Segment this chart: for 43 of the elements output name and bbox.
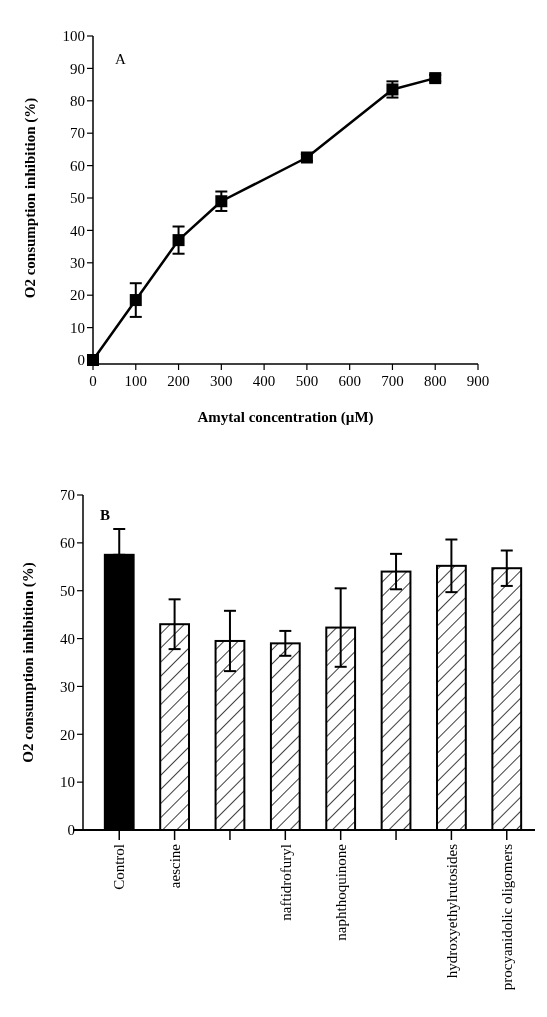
x-tick-label: 700 (381, 373, 404, 389)
y-tick-label: 100 (62, 28, 85, 45)
point (215, 195, 228, 208)
x-tick-label: hydroxyethylrutosides (443, 843, 460, 979)
x-tick-label: naftidrofuryl (277, 844, 294, 921)
y-tick-label: 40 (70, 222, 85, 239)
x-tick-label: Control (111, 844, 128, 890)
x-tick-label: 900 (466, 373, 490, 389)
y-tick-label: 0 (77, 352, 85, 369)
x-tick-label: 200 (167, 373, 190, 389)
y-tick-label: 10 (60, 774, 75, 791)
x-tick-label: 800 (423, 373, 447, 389)
point (129, 294, 142, 307)
point (172, 234, 185, 247)
x-tick-label: 600 (338, 373, 361, 389)
annotation: B (100, 507, 111, 523)
y-tick-label: 60 (70, 157, 85, 174)
y-tick-label: 60 (60, 535, 75, 552)
annotation: A (115, 51, 126, 67)
y-tick-label: 70 (60, 487, 75, 504)
y-tick-label: 30 (70, 255, 85, 272)
y-tick-label: 80 (70, 93, 85, 110)
y-tick-label: 70 (70, 125, 85, 142)
y-tick-label: 20 (60, 726, 75, 743)
y-tick-label: 50 (60, 582, 75, 599)
x-tick-label: 0 (89, 373, 97, 389)
x-tick-label: 100 (124, 373, 148, 389)
x-tick-label: aescine (166, 843, 183, 889)
y-axis-title: O2 consumption inhibition (%) (22, 97, 39, 299)
x-axis-title: Amytal concentration (µM) (197, 409, 374, 426)
y-tick-label: 30 (60, 678, 75, 695)
x-tick-label: 500 (295, 373, 319, 389)
x-tick-label: procyanidolic oligomers (499, 843, 516, 991)
y-tick-label: 90 (70, 60, 85, 77)
y-tick-label: 50 (70, 190, 85, 207)
x-tick-label: 300 (210, 373, 233, 389)
point (87, 354, 99, 366)
y-axis-title: O2 consumption inhibition (%) (20, 562, 37, 763)
x-tick-label: 400 (252, 373, 276, 389)
y-tick-label: 20 (70, 287, 85, 304)
x-tick-label: naphthoquinone (332, 843, 349, 941)
y-tick-label: 40 (60, 630, 75, 647)
y-tick-label: 10 (70, 319, 85, 336)
